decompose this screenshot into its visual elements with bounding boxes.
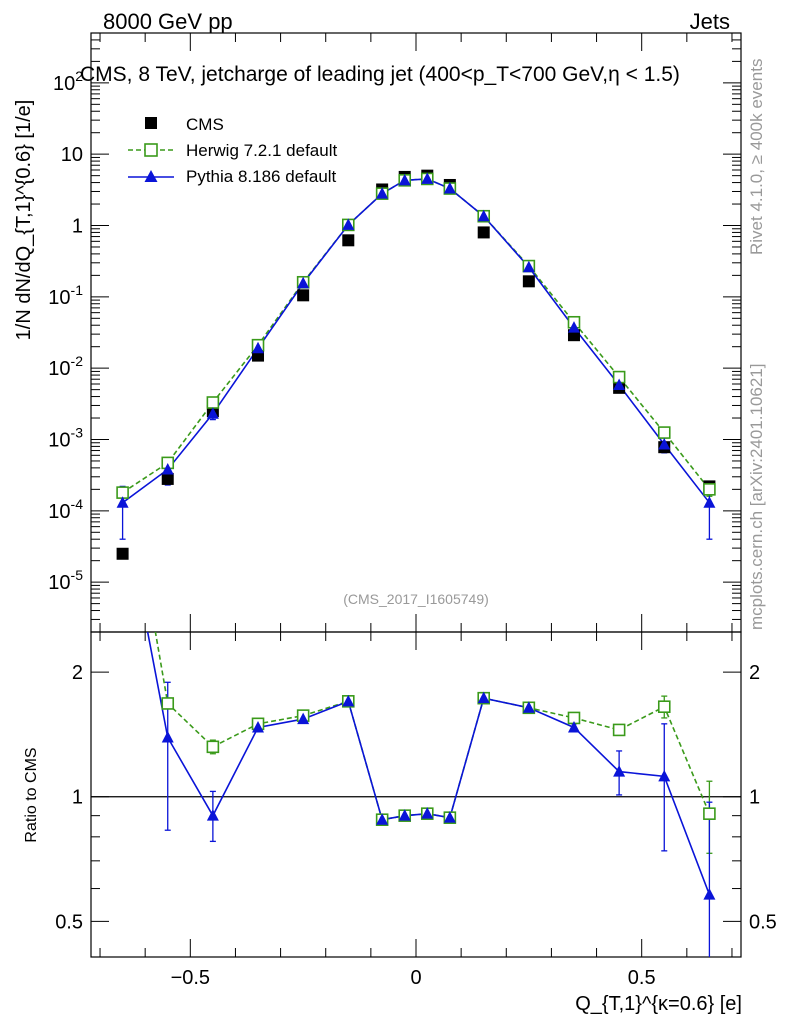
pythia-point: [398, 173, 411, 186]
herwig-ratio-point: [703, 807, 716, 820]
cms-data-point: [522, 275, 535, 288]
x-ticks: −0.5 0 0.5: [99, 33, 733, 989]
y-tick-label: 10-4: [48, 496, 83, 523]
pythia-ratio-point: [613, 765, 626, 777]
x-tick-label: 0.5: [628, 967, 656, 989]
pythia-point: [567, 321, 580, 333]
herwig-ratio-point: [161, 697, 175, 710]
y-tick-label: 10-2: [48, 353, 83, 380]
pythia-point: [421, 172, 434, 184]
pythia-point: [161, 462, 174, 475]
ratio-y-tick-label-right: 0.5: [749, 911, 777, 933]
pythia-ratio-point: [703, 888, 716, 900]
ratio-y-ticks: 0.5 0.5 1 1 2 2: [55, 662, 777, 933]
ratio-y-tick-label: 0.5: [55, 911, 83, 933]
pythia-point: [376, 187, 389, 199]
legend-herwig-label: Herwig 7.2.1 default: [186, 141, 337, 160]
header-right-label: Jets: [690, 9, 730, 34]
main-data-layer: [116, 169, 716, 560]
header-left-label: 8000 GeV pp: [103, 9, 233, 34]
y-tick-label: 102: [53, 68, 83, 95]
y-tick-label: 10: [61, 144, 83, 166]
pythia-ratio-point: [443, 811, 456, 823]
herwig-ratio-point: [657, 700, 671, 713]
x-axis-label: Q_{T,1}^{κ=0.6} [e]: [575, 993, 742, 1015]
pythia-ratio-point: [421, 807, 434, 819]
pythia-ratio-point: [297, 712, 310, 725]
legend-pythia-label: Pythia 8.186 default: [186, 167, 337, 186]
herwig-point: [657, 426, 671, 439]
plot-title: CMS, 8 TeV, jetcharge of leading jet (40…: [80, 63, 680, 86]
pythia-point: [206, 407, 219, 419]
rivet-version-label: Rivet 4.1.0, ≥ 400k events: [747, 59, 766, 255]
pythia-ratio-point: [522, 701, 535, 713]
cms-data-point: [342, 234, 355, 247]
legend-cms-marker: [145, 117, 157, 129]
watermark-label: (CMS_2017_I1605749): [343, 591, 489, 607]
herwig-ratio-point: [612, 723, 626, 737]
cms-data-point: [116, 547, 129, 560]
ratio-y-tick-label-right: 2: [749, 662, 760, 684]
cms-data-point: [161, 472, 174, 485]
pythia-point: [443, 182, 456, 194]
main-y-axis-label: 1/N dN/dQ_{T,1}^{0.6} [1/e]: [13, 100, 35, 341]
pythia-ratio-point: [252, 720, 265, 733]
main-y-ticks: 10-5 10-4 10-3 10-2 10-1 1 10 102: [48, 32, 741, 633]
cms-data-point: [477, 226, 490, 239]
herwig-ratio-point: [206, 740, 220, 754]
pythia-line: [122, 178, 711, 504]
mcplots-label: mcplots.cern.ch [arXiv:2401.10621]: [747, 364, 766, 630]
pythia-point: [252, 341, 265, 354]
ratio-y-tick-label-right: 1: [749, 787, 760, 809]
pythia-ratio-line: [146, 632, 711, 895]
herwig-point: [703, 483, 716, 496]
legend-cms-label: CMS: [186, 115, 224, 134]
herwig-line: [122, 178, 711, 494]
pythia-point: [297, 276, 310, 289]
pythia-point: [477, 209, 490, 222]
herwig-ratio-line: [154, 632, 711, 821]
y-tick-label: 10-1: [48, 282, 83, 309]
y-tick-label: 1: [72, 216, 83, 238]
pythia-point: [703, 496, 716, 508]
pythia-ratio-point: [342, 694, 355, 707]
pythia-ratio-point: [398, 809, 411, 821]
pythia-point: [658, 438, 671, 450]
pythia-point: [522, 260, 535, 273]
ratio-data-layer: [146, 632, 716, 957]
x-tick-label: 0: [410, 967, 421, 989]
pythia-ratio-point: [567, 720, 580, 733]
ratio-y-axis-label: Ratio to CMS: [23, 747, 40, 842]
ratio-frame-border: [90, 631, 742, 958]
main-clipped: [116, 169, 716, 560]
cms-data-point: [297, 289, 310, 302]
x-tick-label: −0.5: [171, 967, 210, 989]
legend: CMS Herwig 7.2.1 default Pythia 8.186 de…: [128, 115, 337, 186]
y-tick-label: 10-5: [48, 567, 83, 594]
herwig-point: [206, 396, 220, 409]
y-tick-label: 10-3: [48, 424, 83, 451]
pythia-point: [116, 496, 129, 508]
ratio-plot-frame: [90, 631, 742, 958]
pythia-point: [342, 218, 355, 230]
pythia-ratio-point: [376, 813, 389, 825]
ratio-clipped: [146, 632, 716, 957]
pythia-ratio-point: [477, 691, 490, 704]
pythia-point: [613, 378, 626, 391]
pythia-ratio-point: [206, 809, 219, 821]
pythia-ratio-point: [161, 731, 174, 743]
ratio-y-tick-label: 2: [72, 662, 83, 684]
legend-pythia-marker: [144, 170, 158, 182]
legend-herwig-marker: [144, 143, 158, 157]
pythia-ratio-point: [658, 769, 671, 782]
ratio-y-tick-label: 1: [72, 787, 83, 809]
